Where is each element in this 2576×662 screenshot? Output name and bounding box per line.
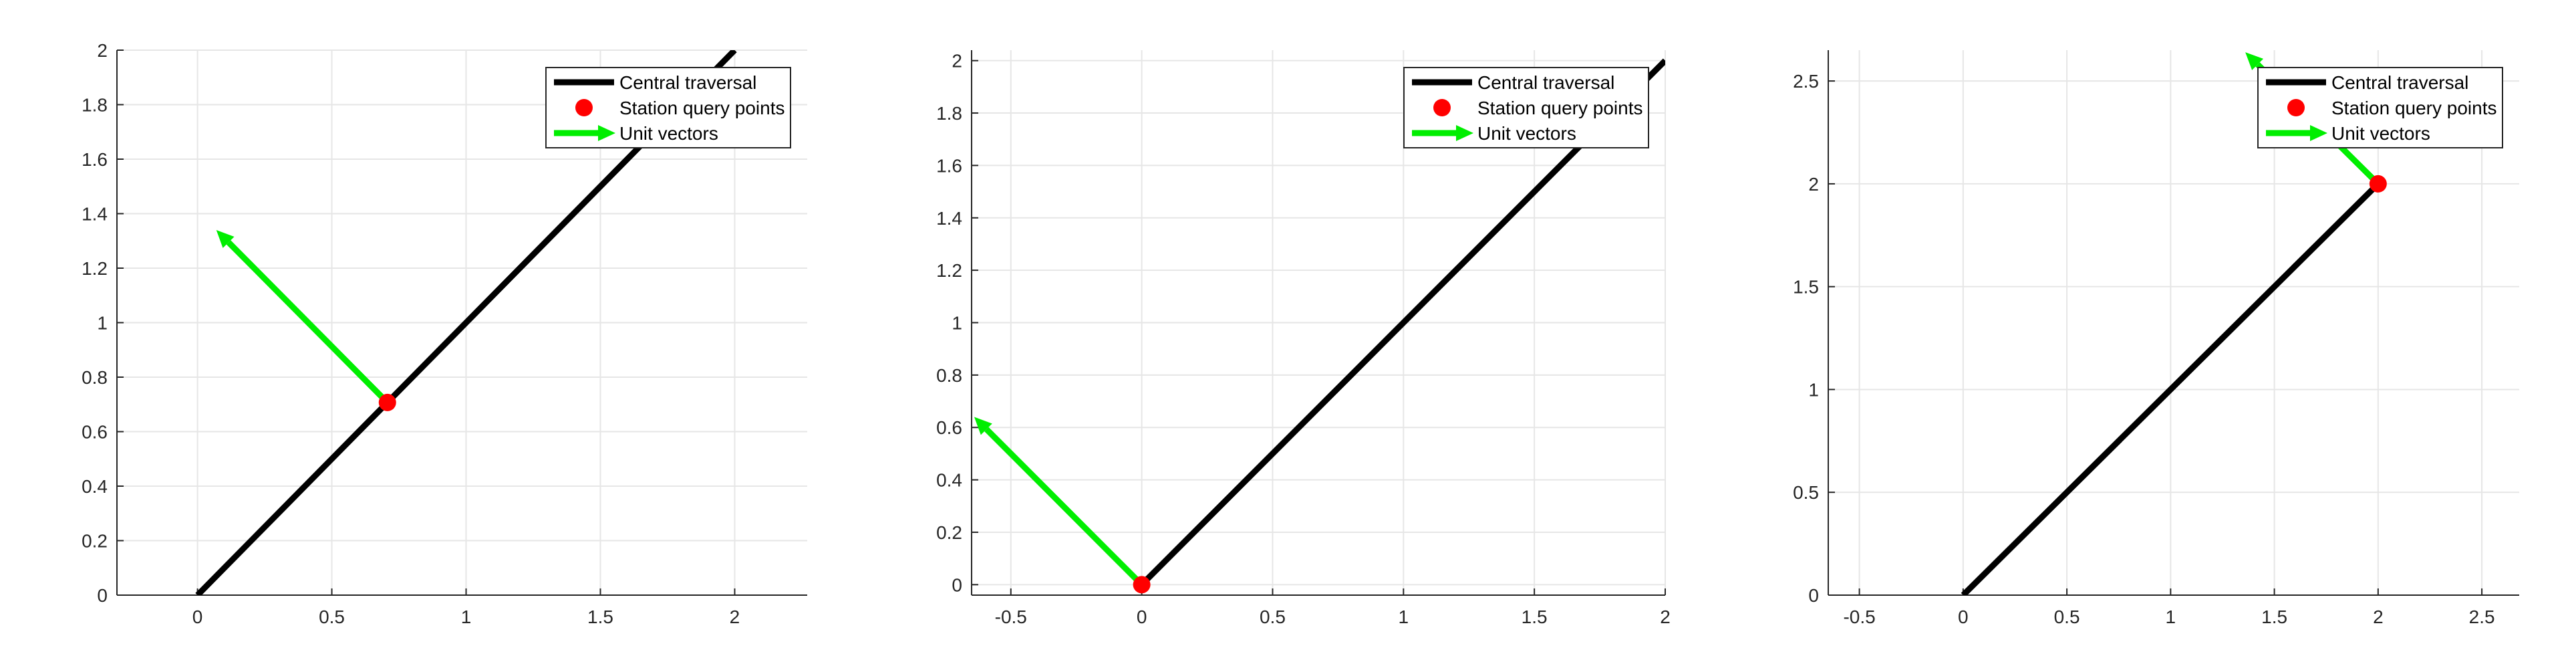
legend-entry: Station query points bbox=[2331, 98, 2497, 118]
y-tick-label: 2 bbox=[1808, 174, 1819, 195]
y-tick-label: 1.8 bbox=[936, 103, 962, 124]
x-tick-label: 0.5 bbox=[2054, 606, 2080, 627]
x-tick-label: 2 bbox=[2373, 606, 2384, 627]
legend: Central traversal Station query points Uni… bbox=[2258, 68, 2502, 148]
legend-swatch-station bbox=[2287, 99, 2305, 116]
panel-3: -0.5 0 0.5 1 1.5 2 2.5 0 0.5 1 1.5 2 2.5 Central trav… bbox=[1793, 50, 2519, 627]
y-tick-label: 0.8 bbox=[936, 365, 962, 386]
y-tick-label: 1.5 bbox=[1793, 277, 1819, 298]
y-tick-label: 0.2 bbox=[82, 531, 108, 552]
x-tick-label: 1 bbox=[1399, 606, 1409, 627]
x-tick-label: 2 bbox=[730, 606, 740, 627]
y-tick-label: 0.4 bbox=[82, 476, 108, 497]
y-tick-label: 0 bbox=[97, 585, 108, 606]
y-tick-label: 0 bbox=[952, 574, 962, 595]
x-tick-label: 0 bbox=[1137, 606, 1147, 627]
legend: Central traversal Station query points Uni… bbox=[546, 68, 791, 148]
x-tick-label: 0.5 bbox=[1260, 606, 1286, 627]
x-tick-label: 1 bbox=[2166, 606, 2176, 627]
y-tick-label: 0.5 bbox=[1793, 482, 1819, 503]
y-tick-label: 1.2 bbox=[936, 260, 962, 281]
y-tick-label: 1.8 bbox=[82, 95, 108, 116]
x-tick-label: 0 bbox=[192, 606, 203, 627]
y-tick-label: 1.2 bbox=[82, 258, 108, 279]
y-tick-label: 0.6 bbox=[82, 422, 108, 443]
legend: Central traversal Station query points Uni… bbox=[1404, 68, 1649, 148]
y-tick-label: 1.4 bbox=[936, 208, 962, 229]
legend-entry: Station query points bbox=[619, 98, 785, 118]
y-tick-label: 0.4 bbox=[936, 470, 962, 491]
legend-entry: Unit vectors bbox=[1477, 123, 1576, 144]
y-tick-label: 1.4 bbox=[82, 204, 108, 225]
x-tick-label: 0 bbox=[1958, 606, 1969, 627]
y-tick-label: 0.8 bbox=[82, 367, 108, 388]
legend-swatch-station bbox=[575, 99, 593, 116]
station-query-point bbox=[2370, 175, 2387, 193]
legend-entry: Unit vectors bbox=[619, 123, 718, 144]
y-tick-label: 2.5 bbox=[1793, 71, 1819, 92]
y-tick-label: 0.6 bbox=[936, 417, 962, 438]
x-tick-label: 2.5 bbox=[2469, 606, 2495, 627]
y-tick-label: 1.6 bbox=[82, 149, 108, 170]
y-tick-label: 0 bbox=[1808, 585, 1819, 606]
x-tick-label: 1.5 bbox=[587, 606, 613, 627]
x-tick-label: -0.5 bbox=[995, 606, 1027, 627]
station-query-point bbox=[1133, 576, 1151, 593]
y-tick-label: 0.2 bbox=[936, 522, 962, 543]
legend-entry: Central traversal bbox=[2331, 72, 2468, 93]
y-tick-label: 1.6 bbox=[936, 155, 962, 176]
legend-entry: Central traversal bbox=[1477, 72, 1614, 93]
x-tick-label: 2 bbox=[1660, 606, 1671, 627]
legend-swatch-station bbox=[1433, 99, 1451, 116]
legend-entry: Station query points bbox=[1477, 98, 1643, 118]
x-tick-label: 1.5 bbox=[1522, 606, 1548, 627]
x-tick-label: 1 bbox=[461, 606, 472, 627]
y-tick-label: 2 bbox=[97, 40, 108, 61]
x-tick-label: 0.5 bbox=[319, 606, 345, 627]
x-tick-label: 1.5 bbox=[2261, 606, 2287, 627]
x-tick-label: -0.5 bbox=[1843, 606, 1875, 627]
y-tick-label: 1 bbox=[97, 313, 108, 334]
panel-2: -0.5 0 0.5 1 1.5 2 0 0.2 0.4 0.6 0.8 1 1.2 1.4 1.6 1.8 2… bbox=[936, 50, 1671, 627]
panel-1: 0 0.5 1 1.5 2 0 0.2 0.4 0.6 0.8 1 1.2 1.4 1.6 1.8 2 Cent… bbox=[82, 40, 807, 627]
legend-entry: Central traversal bbox=[619, 72, 756, 93]
legend-entry: Unit vectors bbox=[2331, 123, 2430, 144]
y-tick-label: 2 bbox=[952, 51, 962, 72]
y-tick-label: 1 bbox=[952, 313, 962, 334]
station-query-point bbox=[379, 394, 396, 411]
y-tick-label: 1 bbox=[1808, 379, 1819, 400]
